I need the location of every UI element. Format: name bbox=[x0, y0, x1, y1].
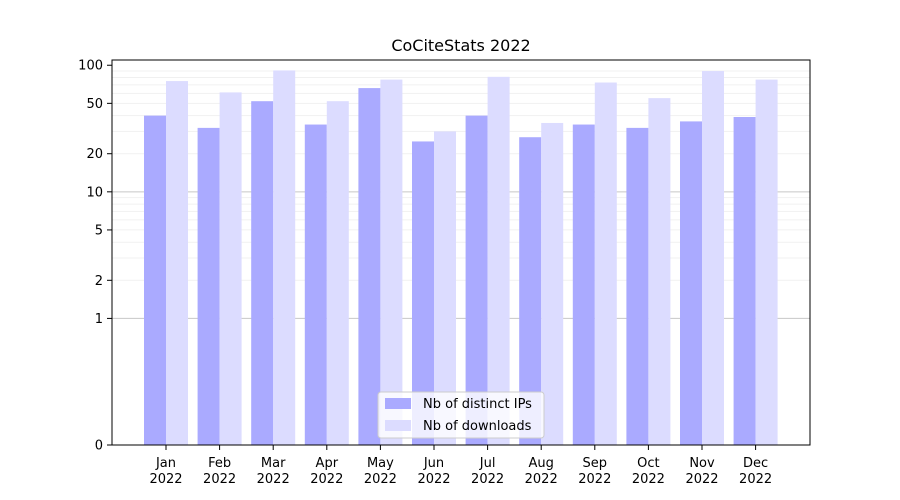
y-tick-label: 1 bbox=[95, 312, 103, 327]
x-tick-label: Jun 2022 bbox=[417, 456, 450, 487]
y-tick-label: 20 bbox=[86, 147, 103, 162]
y-tick-label: 2 bbox=[95, 274, 103, 289]
bar-distinct-ips bbox=[465, 115, 488, 445]
bar-distinct-ips bbox=[680, 121, 702, 445]
x-tick-label: Sep 2022 bbox=[578, 456, 611, 487]
x-tick-label: Nov 2022 bbox=[685, 456, 718, 487]
bar-downloads bbox=[648, 98, 671, 445]
bar-downloads bbox=[166, 81, 188, 445]
bar-distinct-ips bbox=[144, 115, 166, 445]
y-tick-label: 50 bbox=[86, 97, 103, 112]
bar-downloads bbox=[326, 101, 349, 446]
x-tick-label: Mar 2022 bbox=[257, 456, 290, 487]
bar-downloads bbox=[219, 92, 242, 446]
y-tick-label: 0 bbox=[95, 439, 103, 454]
legend-label-downloads: Nb of downloads bbox=[423, 419, 532, 434]
bar-distinct-ips bbox=[626, 127, 649, 445]
bar-downloads bbox=[434, 131, 456, 445]
legend-label-distinct-ips: Nb of distinct IPs bbox=[423, 397, 532, 412]
bar-downloads bbox=[487, 76, 510, 446]
x-tick-label: Feb 2022 bbox=[203, 456, 236, 487]
bar-distinct-ips bbox=[572, 124, 595, 445]
plot-area-frame bbox=[111, 59, 811, 446]
legend: Nb of distinct IPs Nb of downloads bbox=[377, 391, 545, 439]
legend-swatch-distinct-ips bbox=[385, 398, 411, 409]
legend-swatch-downloads bbox=[385, 420, 411, 431]
x-tick-label: Oct 2022 bbox=[632, 456, 665, 487]
y-tick-label: 100 bbox=[78, 59, 103, 74]
bar-downloads bbox=[273, 70, 296, 445]
y-tick-label: 10 bbox=[86, 185, 103, 200]
bars bbox=[144, 70, 778, 446]
legend-box bbox=[377, 391, 545, 439]
x-tick-label: Jan 2022 bbox=[149, 456, 182, 487]
bar-distinct-ips bbox=[412, 141, 434, 445]
x-tick-label: Aug 2022 bbox=[525, 456, 558, 487]
x-tick-label: Dec 2022 bbox=[739, 456, 772, 487]
bar-downloads bbox=[755, 79, 778, 446]
bar-downloads bbox=[380, 79, 403, 446]
bar-downloads bbox=[702, 71, 724, 446]
bar-distinct-ips bbox=[197, 127, 220, 445]
bar-distinct-ips bbox=[519, 137, 542, 446]
x-tick-label: Jul 2022 bbox=[471, 456, 504, 487]
bar-distinct-ips bbox=[733, 117, 756, 446]
y-axis: 0 1 2 5 10 20 50 100 bbox=[78, 59, 112, 454]
bar-distinct-ips bbox=[304, 124, 327, 445]
chart-title: CoCiteStats 2022 bbox=[391, 36, 530, 55]
x-axis: Jan 2022 Feb 2022 Mar 2022 Apr 2022 May 2022 Jun 20… bbox=[149, 445, 772, 487]
bar-distinct-ips bbox=[251, 101, 274, 446]
x-tick-label: Apr 2022 bbox=[310, 456, 343, 487]
x-tick-label: May 2022 bbox=[364, 456, 397, 487]
y-tick-label: 5 bbox=[95, 223, 103, 238]
bar-downloads bbox=[541, 122, 564, 445]
bar-distinct-ips bbox=[358, 88, 381, 445]
bar-downloads bbox=[594, 82, 617, 445]
